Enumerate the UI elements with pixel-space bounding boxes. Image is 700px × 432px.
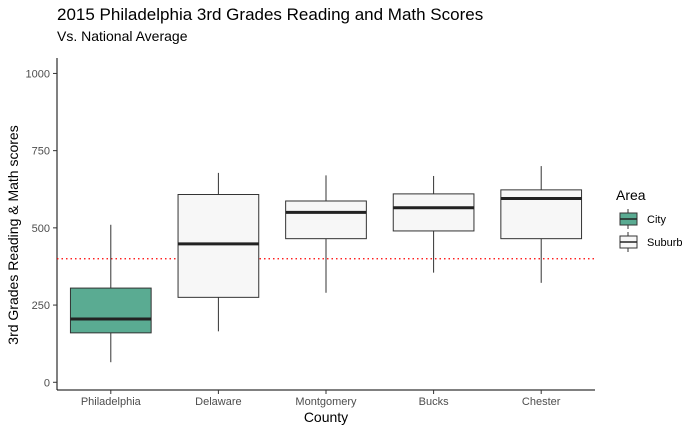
x-tick-label: Delaware [195,396,241,408]
box-chester [500,166,583,283]
legend-item-suburb: Suburb [619,232,682,252]
chart-subtitle: Vs. National Average [57,28,188,44]
y-tick-label: 250 [32,300,50,312]
iqr-box [285,200,367,240]
y-tick-label: 1000 [26,68,50,80]
legend-label: City [647,214,666,226]
x-tick-label: Philadelphia [81,396,142,408]
chart-title: 2015 Philadelphia 3rd Grades Reading and… [57,5,484,24]
iqr-box [177,194,260,298]
y-tick-label: 750 [32,146,50,158]
x-axis-title: County [304,409,348,425]
iqr-box [69,287,152,334]
box-philadelphia [69,224,152,363]
x-tick-label: Chester [522,396,561,408]
box-delaware [177,172,260,332]
legend-item-city: City [619,209,666,229]
y-ticks: 0 250 500 750 1000 [26,68,57,389]
legend-label: Suburb [647,237,682,249]
y-tick-label: 500 [32,223,50,235]
x-tick-label: Montgomery [295,396,357,408]
legend: Area City Suburb [616,187,682,252]
y-tick-label: 0 [44,377,50,389]
box-bucks [392,175,475,273]
y-axis-title: 3rd Grades Reading & Math scores [5,125,21,344]
x-ticks: Philadelphia Delaware Montgomery Bucks Chest… [81,390,561,408]
x-tick-label: Bucks [419,396,449,408]
iqr-box [392,193,475,232]
boxes [69,166,583,363]
box-montgomery [285,175,367,293]
legend-title: Area [616,187,646,203]
